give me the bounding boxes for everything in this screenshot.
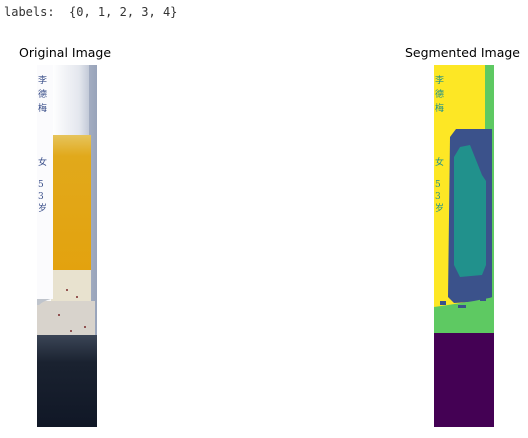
svg-text:岁: 岁 (38, 202, 47, 214)
svg-text:德: 德 (435, 88, 444, 100)
svg-text:女: 女 (38, 156, 47, 168)
svg-text:女: 女 (435, 156, 444, 168)
original-image-title: Original Image (19, 45, 112, 60)
segmented-image: 李 德 梅 女 5 3 岁 (434, 65, 494, 427)
svg-text:5: 5 (435, 180, 441, 190)
svg-text:李: 李 (435, 74, 444, 86)
svg-text:3: 3 (38, 192, 44, 202)
labels-output: labels: {0, 1, 2, 3, 4} (4, 5, 178, 19)
svg-text:梅: 梅 (38, 102, 47, 114)
svg-text:梅: 梅 (435, 102, 444, 114)
svg-text:岁: 岁 (435, 202, 444, 214)
svg-text:德: 德 (38, 88, 47, 100)
original-image: 李 德 梅 女 5 3 岁 (37, 65, 97, 427)
svg-text:3: 3 (435, 192, 441, 202)
segmented-image-title: Segmented Image (405, 45, 520, 60)
svg-text:李: 李 (38, 74, 47, 86)
svg-text:5: 5 (38, 180, 44, 190)
